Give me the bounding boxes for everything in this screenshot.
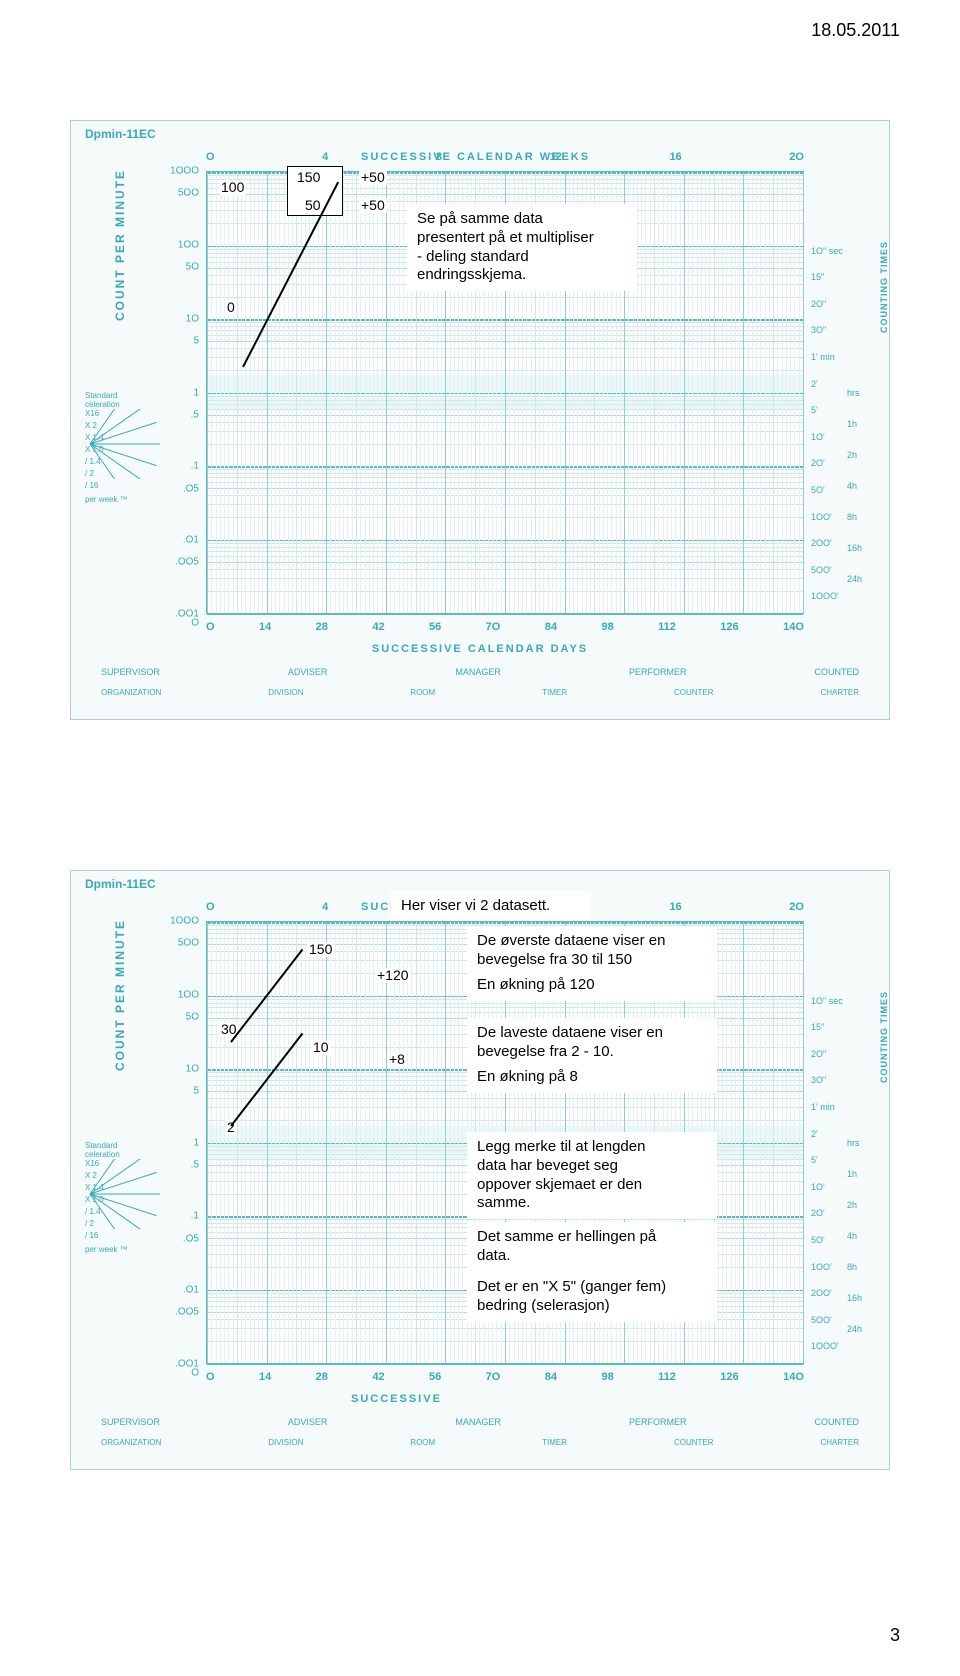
date-header: 18.05.2011 (811, 20, 900, 41)
annot-150: 150 (295, 170, 322, 185)
y-axis-title: COUNT PER MINUTE (113, 169, 127, 321)
footer-row-2: ORGANIZATIONDIVISIONROOMTIMERCOUNTERCHAR… (101, 1438, 859, 1447)
chart2-textbox-7: Det er en "X 5" (ganger fem)bedring (sel… (467, 1272, 717, 1322)
chart-code: Dpmin-11EC (85, 877, 156, 891)
y-axis-title: COUNT PER MINUTE (113, 919, 127, 1071)
chart2-textbox-4: En økning på 8 (467, 1062, 717, 1093)
footer-row-2: ORGANIZATIONDIVISIONROOMTIMERCOUNTERCHAR… (101, 688, 859, 697)
annot-0: 0 (225, 300, 237, 315)
page-number: 3 (890, 1625, 900, 1646)
footer-row-1: SUPERVISORADVISERMANAGERPERFORMERCOUNTED (101, 667, 859, 677)
right-axis-title: COUNTING TIMES (879, 991, 889, 1083)
annot-50: 50 (303, 198, 323, 213)
annot-plus120: +120 (375, 968, 411, 983)
chart2-textbox-1: De øverste dataene viser enbevegelse fra… (467, 926, 717, 976)
chart2-textbox-6: Det samme er hellingen pådata. (467, 1222, 717, 1272)
chart2-textbox-5: Legg merke til at lengdendata har bevege… (467, 1132, 717, 1219)
annot-plus8: +8 (387, 1052, 407, 1067)
annot-10: 10 (311, 1040, 331, 1055)
chart2-header-textbox: Her viser vi 2 datasett. (391, 891, 591, 922)
plot-area: 15030102+120+8De øverste dataene viser e… (206, 921, 804, 1364)
chart2-textbox-3: De laveste dataene viser enbevegelse fra… (467, 1018, 717, 1068)
annot-plus50a: +50 (359, 170, 387, 185)
right-axis-title: COUNTING TIMES (879, 241, 889, 333)
x-axis-ticks: O142842567O849811212614O (206, 621, 804, 637)
top-axis-label: SUCCESSIVE CALENDAR WEEKS (361, 151, 590, 163)
celeration-chart-2: Dpmin-11EC O4812162O SUCCESSIVE CALENDAR… (70, 870, 890, 1470)
right-axis-labels: 1O" sec15"2O"3O"1' min2'5'1O'2O'5O'1OO'2… (809, 921, 869, 1364)
x-axis-ticks: O142842567O849811212614O (206, 1371, 804, 1387)
chart-code: Dpmin-11EC (85, 127, 156, 141)
annot-150: 150 (307, 942, 334, 957)
x-axis-title: SUCCESSIVE CALENDAR DAYS (372, 643, 588, 655)
plot-area: 100 150 50 +50 +50 0 Se på samme datapresenter… (206, 171, 804, 614)
celeration-chart-1: Dpmin-11EC O4812162O SUCCESSIVE CALENDAR… (70, 120, 890, 720)
footer-row-1: SUPERVISORADVISERMANAGERPERFORMERCOUNTED (101, 1417, 859, 1427)
celeration-fan: StandardcelerationX16X 2X 1.4X 1.0/ 1.4/… (85, 1141, 185, 1229)
chart2-textbox-2: En økning på 120 (467, 970, 717, 1001)
right-axis-labels: 1O" sec15"2O"3O"1' min2'5'1O'2O'5O'1OO'2… (809, 171, 869, 614)
annot-plus50b: +50 (359, 198, 387, 213)
chart1-textbox: Se på samme datapresentert på et multipl… (407, 204, 637, 291)
x-axis-title: SUCCESSIVE (351, 1393, 442, 1405)
celeration-fan: StandardcelerationX16X 2X 1.4X 1.0/ 1.4/… (85, 391, 185, 479)
annot-100: 100 (219, 180, 246, 195)
